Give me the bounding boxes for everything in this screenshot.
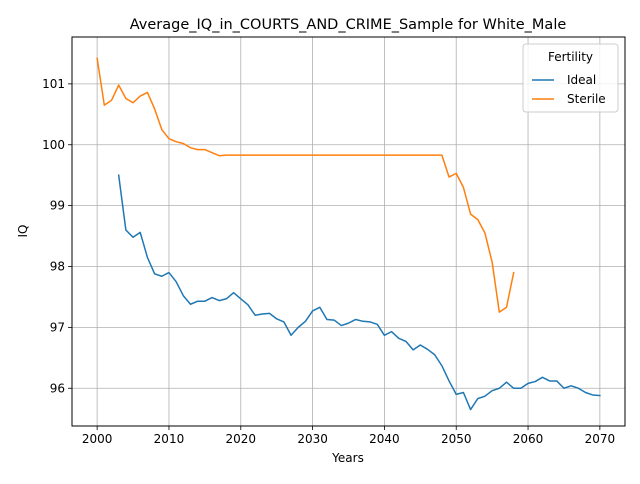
x-axis-label: Years [331, 451, 364, 465]
series-lines [96, 57, 601, 411]
series-line-sterile [96, 57, 515, 313]
legend-title: Fertility [548, 50, 593, 64]
y-tick-label: 99 [50, 199, 65, 213]
y-axis-label: IQ [16, 225, 30, 238]
y-tick-label: 100 [42, 138, 65, 152]
x-tick-label: 2000 [82, 432, 113, 446]
y-tick-label: 96 [50, 381, 65, 395]
series-line-ideal [117, 174, 601, 411]
plot-frame [71, 36, 626, 427]
y-tick-label: 97 [50, 320, 65, 334]
x-tick-label: 2020 [225, 432, 256, 446]
x-tick-label: 2040 [369, 432, 400, 446]
x-tick-label: 2070 [585, 432, 616, 446]
axis-ticks: 2000 2010 2020 2030 2040 2050 2060 2070 96 97 98 99… [42, 77, 615, 446]
x-tick-label: 2030 [297, 432, 328, 446]
chart-title: Average_IQ_in_COURTS_AND_CRIME_Sample fo… [130, 17, 567, 33]
y-tick-label: 101 [42, 77, 65, 91]
legend-label-sterile: Sterile [567, 92, 606, 106]
x-tick-label: 2050 [441, 432, 472, 446]
legend-label-ideal: Ideal [567, 73, 596, 87]
legend-frame [522, 43, 619, 113]
y-tick-label: 98 [50, 260, 65, 274]
legend-entries: Ideal Sterile [532, 73, 606, 106]
x-tick-label: 2060 [513, 432, 544, 446]
x-tick-label: 2010 [154, 432, 185, 446]
legend: Fertility Ideal Sterile [522, 43, 619, 113]
